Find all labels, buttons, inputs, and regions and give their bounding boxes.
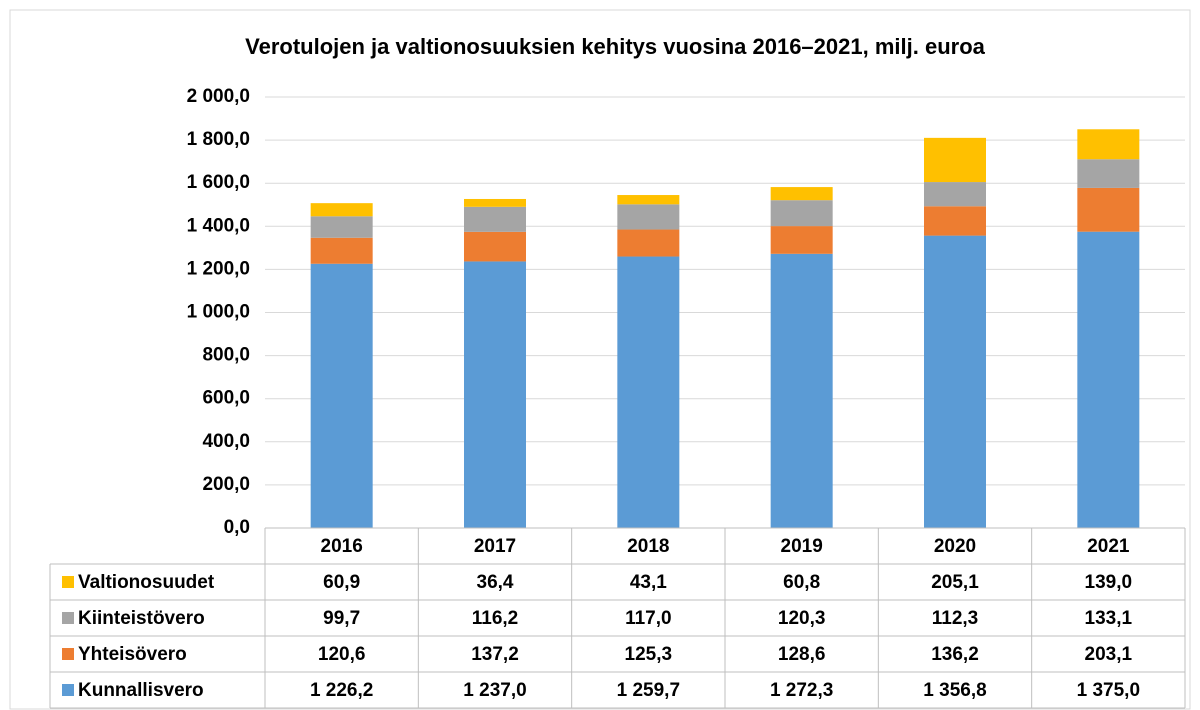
data-label: 133,1 xyxy=(1085,608,1133,629)
y-tick-label: 2 000,0 xyxy=(187,86,250,107)
legend-swatch xyxy=(62,684,74,696)
bar-segment xyxy=(770,187,833,201)
y-tick-label: 0,0 xyxy=(224,517,250,538)
chart-frame xyxy=(9,9,1191,710)
bar-segment xyxy=(1077,159,1140,188)
data-label: 139,0 xyxy=(1085,572,1133,593)
x-tick-label: 2019 xyxy=(781,536,823,557)
bar-segment xyxy=(464,231,526,262)
data-label: 136,2 xyxy=(931,644,979,665)
bar-segment xyxy=(1077,187,1140,232)
x-tick-label: 2020 xyxy=(934,536,976,557)
x-tick-label: 2016 xyxy=(321,536,363,557)
data-label: 60,9 xyxy=(323,572,360,593)
bar-segment xyxy=(770,226,833,254)
y-tick-label: 1 800,0 xyxy=(187,129,250,150)
bar-segment xyxy=(617,195,680,205)
legend-swatch xyxy=(62,576,74,588)
data-label: 125,3 xyxy=(625,644,673,665)
bar-segment xyxy=(924,137,986,183)
data-label: 99,7 xyxy=(323,608,360,629)
legend-label: Kunnallisvero xyxy=(78,680,204,701)
data-label: 43,1 xyxy=(630,572,667,593)
bar-segment xyxy=(617,229,680,257)
x-tick-label: 2018 xyxy=(627,536,669,557)
legend-label: Kiinteistövero xyxy=(78,608,205,629)
data-label: 1 272,3 xyxy=(770,680,833,701)
bar-segment xyxy=(310,263,373,528)
legend-swatch xyxy=(62,612,74,624)
legend-swatch xyxy=(62,648,74,660)
data-label: 1 356,8 xyxy=(923,680,986,701)
y-tick-label: 1 000,0 xyxy=(187,302,250,323)
data-label: 1 375,0 xyxy=(1077,680,1140,701)
bar-segment xyxy=(310,216,373,238)
data-label: 128,6 xyxy=(778,644,826,665)
bar-segment xyxy=(924,235,986,528)
bar-segment xyxy=(1077,129,1140,160)
data-label: 1 237,0 xyxy=(463,680,526,701)
data-label: 203,1 xyxy=(1085,644,1133,665)
y-tick-label: 600,0 xyxy=(202,388,250,409)
bar-segment xyxy=(617,256,680,528)
y-tick-label: 400,0 xyxy=(202,431,250,452)
data-label: 116,2 xyxy=(472,608,519,629)
data-label: 120,6 xyxy=(318,644,366,665)
data-label: 137,2 xyxy=(471,644,519,665)
bar-segment xyxy=(464,261,526,528)
legend-label: Yhteisövero xyxy=(78,644,187,665)
data-label: 205,1 xyxy=(931,572,979,593)
data-label: 117,0 xyxy=(625,608,672,629)
bar-segment xyxy=(924,182,986,207)
bar-segment xyxy=(1077,231,1140,528)
bar-segment xyxy=(924,206,986,236)
bar-segment xyxy=(310,203,373,217)
bar-segment xyxy=(770,253,833,529)
chart-title: Verotulojen ja valtionosuuksien kehitys … xyxy=(245,34,986,59)
bar-segment xyxy=(464,206,526,232)
data-label: 36,4 xyxy=(477,572,514,593)
x-tick-label: 2017 xyxy=(474,536,516,557)
y-tick-label: 800,0 xyxy=(202,345,250,366)
bar-segment xyxy=(310,237,373,264)
bar-segment xyxy=(617,204,680,230)
data-label: 112,3 xyxy=(932,608,979,629)
x-tick-label: 2021 xyxy=(1087,536,1130,557)
data-label: 1 259,7 xyxy=(617,680,680,701)
y-tick-label: 200,0 xyxy=(202,474,250,495)
bar-segment xyxy=(770,200,833,227)
data-label: 1 226,2 xyxy=(310,680,373,701)
y-tick-label: 1 200,0 xyxy=(187,258,250,279)
y-tick-label: 1 400,0 xyxy=(187,215,250,236)
y-tick-label: 1 600,0 xyxy=(187,172,250,193)
data-label: 120,3 xyxy=(778,608,826,629)
bar-segment xyxy=(464,198,526,207)
data-label: 60,8 xyxy=(783,572,820,593)
legend-label: Valtionosuudet xyxy=(78,572,215,593)
